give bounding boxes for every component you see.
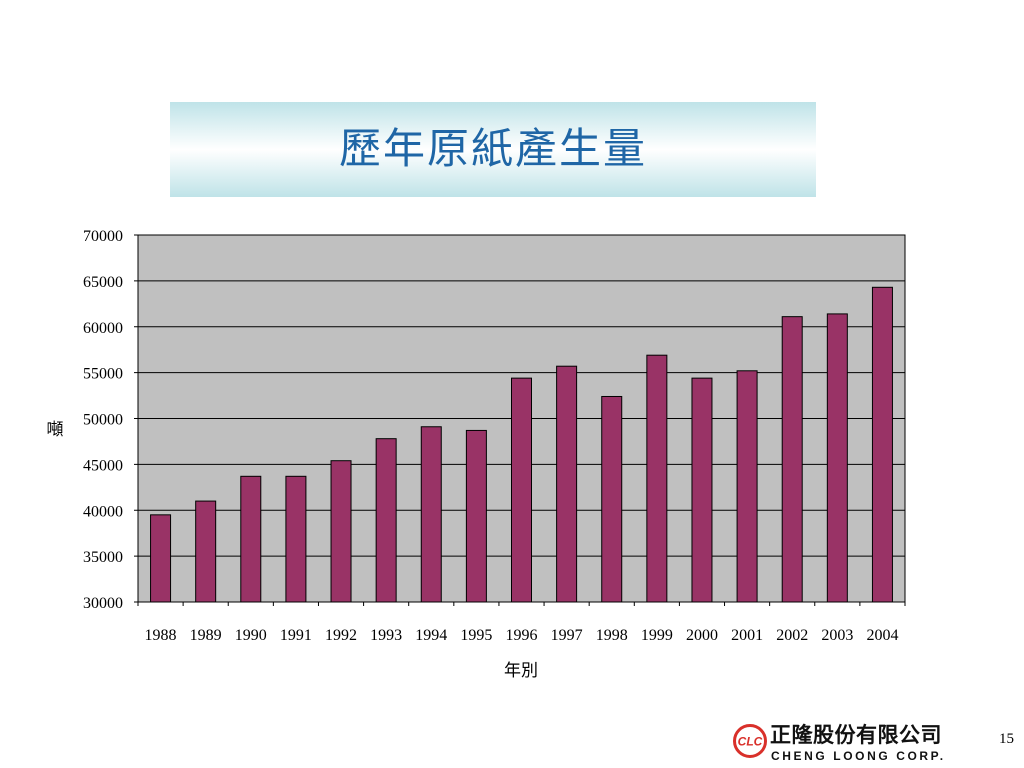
- y-tick-label: 50000: [83, 412, 123, 429]
- x-tick-label: 1988: [145, 627, 177, 644]
- x-tick-label: 1989: [190, 627, 222, 644]
- bars: [150, 286, 893, 603]
- bar-2001: [736, 370, 758, 603]
- bar-1995: [465, 429, 487, 603]
- emblem-letters: CLC: [738, 735, 763, 749]
- slide-title: 歷年原紙產生量: [338, 126, 647, 173]
- bar-1991: [285, 475, 307, 603]
- x-tick-label: 1990: [235, 627, 267, 644]
- x-tick-labels: 1988 1989 1990 1991 1992 1993 1994 1995 1996 1997…: [145, 627, 899, 644]
- y-tick-label: 55000: [83, 366, 123, 383]
- y-tick-label: 70000: [83, 228, 123, 245]
- bar-2004: [871, 286, 893, 603]
- bar-1997: [556, 365, 578, 603]
- bar-1996: [511, 377, 532, 603]
- logo-emblem: CLC: [733, 724, 767, 758]
- bar-1988: [150, 514, 172, 603]
- x-tick-label: 1999: [641, 627, 673, 644]
- x-tick-label: 2000: [686, 627, 718, 644]
- bar-1998: [601, 395, 623, 603]
- emblem-ring: [733, 724, 767, 758]
- x-tick-label: 1997: [551, 627, 583, 644]
- x-tick-label: 1998: [596, 627, 628, 644]
- bar-2002: [781, 316, 803, 603]
- x-tick-label: 2002: [776, 627, 808, 644]
- bar-1989: [195, 500, 217, 603]
- y-tick-label: 65000: [83, 274, 123, 291]
- bar-1990: [240, 475, 262, 603]
- y-axis-title: 噸: [47, 420, 64, 439]
- company-name-chinese: 正隆股份有限公司: [770, 723, 942, 747]
- x-tick-label: 2003: [821, 627, 853, 644]
- slide-title-box: 歷年原紙產生量: [170, 102, 816, 197]
- y-tick-label: 40000: [83, 503, 123, 520]
- bar-1993: [375, 438, 397, 603]
- y-tick-label: 30000: [83, 595, 123, 612]
- x-tick-label: 1993: [370, 627, 402, 644]
- company-logo: CLC 正隆股份有限公司 CHENG LOONG CORP.: [732, 722, 960, 764]
- bar-2000: [691, 377, 713, 603]
- company-name-english: CHENG LOONG CORP.: [771, 749, 946, 763]
- bar-1994: [420, 426, 442, 603]
- x-tick-label: 1996: [506, 627, 538, 644]
- y-tick-label: 60000: [83, 320, 123, 337]
- x-tick-label: 1995: [460, 627, 492, 644]
- bar-1999: [646, 354, 668, 603]
- y-tick-label: 35000: [83, 549, 123, 566]
- x-tick-label: 1992: [325, 627, 357, 644]
- y-tick-label: 45000: [83, 457, 123, 474]
- bar-1992: [330, 460, 352, 603]
- x-tick-label: 1994: [415, 627, 447, 644]
- y-tick-labels: 30000 35000 40000 45000 50000 55000 60000 65000…: [83, 228, 123, 612]
- x-tick-label: 2004: [866, 627, 898, 644]
- x-axis-title: 年別: [504, 661, 538, 680]
- x-tick-label: 1991: [280, 627, 312, 644]
- x-tick-label: 2001: [731, 627, 763, 644]
- axes: [134, 234, 906, 606]
- bar-2003: [826, 313, 848, 603]
- page-number: 15: [999, 731, 1014, 747]
